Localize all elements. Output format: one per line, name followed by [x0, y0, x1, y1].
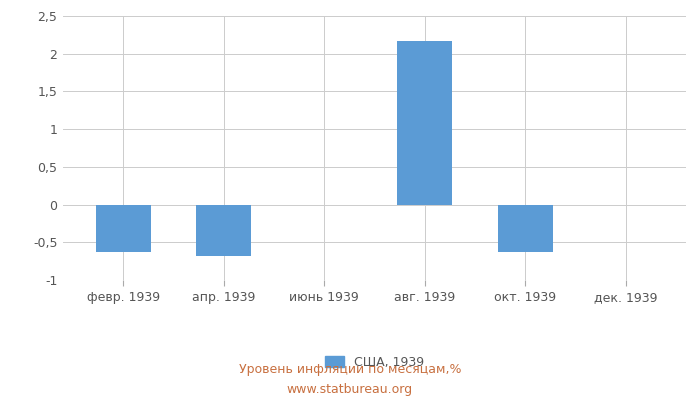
- Text: Уровень инфляции по месяцам,%: Уровень инфляции по месяцам,%: [239, 364, 461, 376]
- Text: www.statbureau.org: www.statbureau.org: [287, 384, 413, 396]
- Bar: [498, 204, 553, 252]
- Bar: [96, 204, 151, 252]
- Bar: [196, 204, 251, 256]
- Bar: [397, 41, 452, 204]
- Legend: США, 1939: США, 1939: [320, 351, 429, 374]
